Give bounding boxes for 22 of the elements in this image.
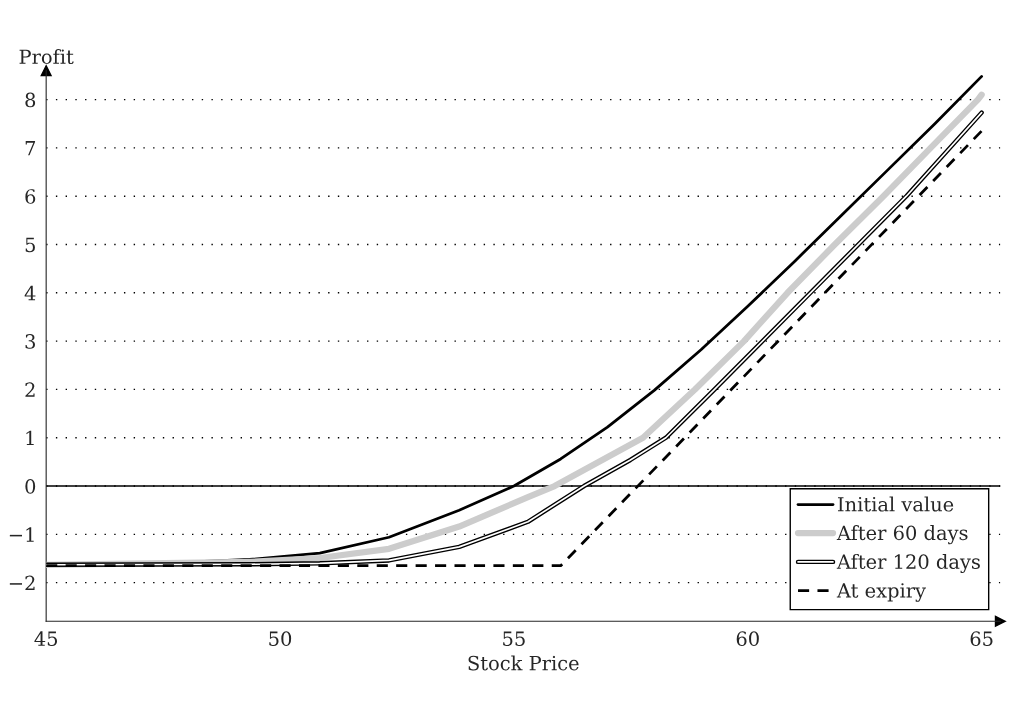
y-tick-label: 2: [25, 382, 35, 397]
y-tick-label: 7: [25, 141, 36, 156]
x-tick-label: 55: [503, 631, 525, 647]
x-tick-label: 50: [269, 631, 292, 647]
x-tick-label: 60: [736, 631, 759, 647]
y-tick-label: −1: [9, 527, 34, 542]
x-tick-label: 45: [34, 631, 58, 647]
legend-label: After 120 days: [836, 553, 980, 574]
y-axis-title: Profit: [19, 49, 74, 65]
y-tick-label: 5: [25, 237, 35, 253]
y-tick-label: −2: [9, 575, 35, 591]
legend-label: After 60 days: [836, 525, 968, 545]
y-tick-label: 0: [25, 478, 36, 494]
legend-label: Initial value: [837, 496, 954, 512]
x-axis-title: Stock Price: [468, 655, 579, 671]
x-tick-label: 65: [970, 631, 993, 647]
y-tick-label: 4: [24, 285, 36, 301]
y-tick-label: 3: [25, 334, 35, 349]
y-tick-label: 8: [25, 92, 36, 108]
legend-label: At expiry: [836, 583, 926, 602]
y-tick-label: 1: [26, 430, 34, 446]
y-tick-label: 6: [25, 189, 36, 204]
